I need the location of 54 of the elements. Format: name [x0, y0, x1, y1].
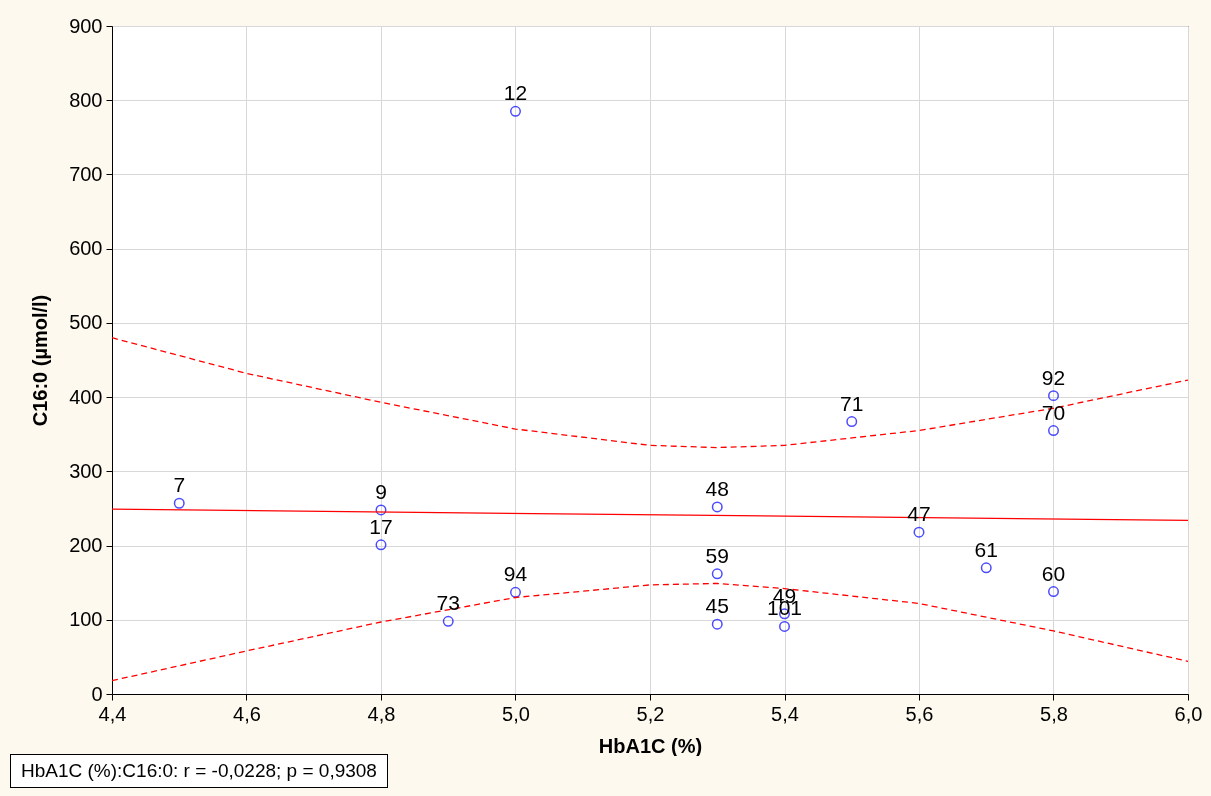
annotation: 12	[503, 81, 528, 105]
y-tick-label: 500	[69, 311, 103, 334]
y-axis-title: C16:0 (µmol/l)	[29, 294, 52, 427]
line-series	[111, 337, 1189, 449]
point	[846, 416, 858, 428]
annotation: 92	[1041, 365, 1066, 389]
point	[1048, 425, 1059, 436]
x-tick-label: 5,2	[636, 702, 665, 725]
x-tick-label: 4,6	[233, 702, 261, 725]
annotation: 70	[1041, 400, 1066, 424]
y-tick-label: 600	[69, 237, 103, 260]
annotation: 48	[705, 476, 729, 500]
annotation: 73	[436, 591, 460, 615]
point	[173, 497, 185, 509]
y-tick-label: 900	[69, 14, 103, 37]
point	[711, 618, 723, 630]
x-tick-label: 4,4	[98, 702, 127, 725]
annotation: 60	[1041, 561, 1066, 585]
point	[510, 105, 521, 117]
x-axis-title: HbA1C (%)	[598, 734, 703, 757]
point	[913, 526, 925, 538]
annotation: 94	[503, 562, 528, 586]
point	[442, 615, 454, 627]
text: HbA1C (%):C16:0: r = -0,0228; p = 0,9308	[10, 754, 388, 788]
point	[375, 539, 387, 551]
annotation: 9	[375, 479, 387, 503]
point	[510, 586, 521, 598]
x-tick-label: 5,6	[905, 702, 934, 725]
x-tick-label: 5,4	[771, 702, 799, 725]
point	[1048, 390, 1059, 402]
x-tick-label: 4,8	[367, 702, 396, 725]
annotation: 59	[705, 543, 729, 567]
annotation: 61	[974, 537, 998, 561]
point	[779, 620, 790, 632]
annotation: 7	[173, 473, 186, 497]
y-tick-label: 0	[91, 682, 103, 705]
point	[980, 562, 992, 574]
line-series	[111, 582, 1189, 682]
y-tick-label: 700	[69, 162, 103, 185]
y-tick-label: 800	[69, 88, 103, 111]
annotation: 45	[705, 594, 729, 618]
y-tick-label: 200	[69, 534, 103, 557]
x-tick-label: 5,0	[502, 702, 530, 725]
point	[375, 504, 387, 516]
point	[1048, 586, 1059, 598]
point	[711, 568, 723, 580]
y-tick-label: 400	[69, 385, 103, 408]
y-tick-label: 300	[69, 459, 103, 482]
x-tick-label: 5,8	[1040, 702, 1068, 725]
point	[711, 501, 723, 513]
y-tick-label: 100	[69, 608, 103, 631]
x-tick-label: 6,0	[1174, 702, 1203, 725]
annotation: 71	[840, 391, 864, 415]
annotation: 17	[369, 514, 393, 538]
